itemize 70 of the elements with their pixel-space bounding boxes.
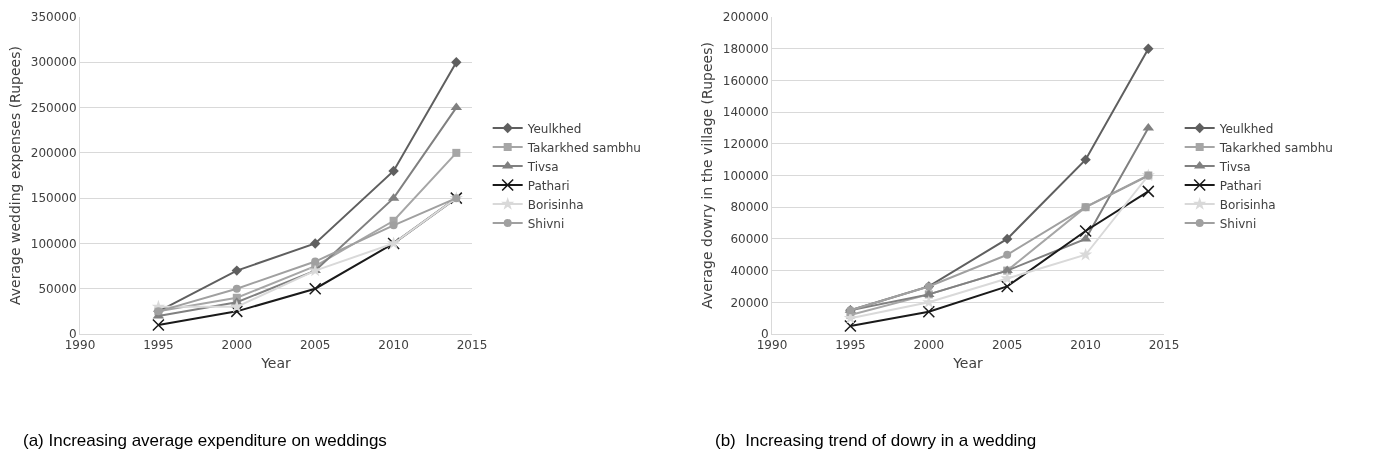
x-axis-title: Year: [260, 354, 292, 371]
point: [922, 305, 936, 319]
y-tick-label: 200000: [30, 146, 77, 161]
legend-label: Pathari: [527, 178, 570, 193]
x-axis-title: Year: [952, 354, 984, 371]
point: [452, 148, 461, 157]
text: (b) Increasing trend of dowry in a wedding: [715, 431, 1037, 450]
legend-label: Takarkhed sambhu: [526, 140, 641, 155]
y-tick-label: 40000: [730, 263, 769, 278]
x-tick-label: 1990: [756, 338, 788, 353]
y-tick-label: 150000: [30, 191, 77, 206]
y-tick-label: 50000: [38, 281, 77, 296]
point: [310, 238, 321, 249]
legend-label: Borisinha: [1219, 197, 1276, 212]
x-tick-label: 2015: [1148, 338, 1180, 353]
point: [1142, 185, 1155, 198]
x-tick-label: 2015: [456, 338, 488, 353]
y-tick-label: 250000: [30, 100, 77, 115]
x-tick-label: 1995: [143, 338, 174, 353]
point: [232, 284, 241, 293]
point: [311, 257, 320, 266]
legend-label: Yeulkhed: [526, 121, 582, 136]
point: [1078, 247, 1093, 261]
point: [152, 318, 165, 332]
point: [1000, 280, 1014, 293]
legend-label: Takarkhed sambhu: [1218, 140, 1333, 155]
y-tick-label: 200000: [722, 10, 769, 25]
y-axis-title: Average dowry in the village (Rupees): [699, 42, 716, 309]
x-tick-label: 1990: [64, 338, 96, 353]
y-tick-label: 100000: [30, 236, 77, 251]
legend-label: Yeulkhed: [1218, 121, 1274, 136]
y-tick-label: 120000: [722, 137, 769, 151]
x-tick-label: 1995: [835, 338, 866, 353]
y-tick-label: 100000: [722, 168, 769, 183]
y-tick-label: 140000: [722, 105, 769, 120]
y-axis-title: Average wedding expenses (Rupees): [7, 46, 24, 305]
x-tick-label: 2005: [299, 338, 331, 353]
point: [230, 305, 244, 318]
point: [230, 299, 244, 313]
point: [844, 319, 857, 333]
legend-label: Borisinha: [527, 197, 584, 212]
point: [389, 221, 398, 230]
x-tick-label: 2000: [221, 338, 253, 353]
x-tick-label: 2005: [991, 338, 1023, 353]
x-tick-label: 2000: [913, 338, 945, 353]
legend-label: Shivni: [527, 216, 565, 231]
legend-label: Tivsa: [1218, 159, 1251, 174]
point: [231, 265, 242, 276]
x-tick-label: 2010: [378, 338, 409, 353]
point: [1000, 271, 1014, 285]
y-tick-label: 300000: [30, 55, 77, 70]
point: [1080, 154, 1091, 165]
legend-label: Shivni: [1219, 216, 1257, 231]
point: [1143, 43, 1154, 54]
y-tick-label: 350000: [30, 10, 77, 25]
point: [451, 57, 462, 68]
point: [1079, 224, 1092, 238]
y-tick-label: 80000: [730, 200, 769, 215]
legend-label: Tivsa: [526, 159, 559, 174]
y-tick-label: 60000: [730, 232, 769, 247]
point: [388, 165, 399, 177]
x-tick-label: 2010: [1070, 338, 1101, 353]
legend-label: Pathari: [1219, 178, 1262, 193]
y-tick-label: 180000: [722, 41, 769, 56]
y-tick-label: 20000: [730, 295, 769, 310]
y-tick-label: 160000: [722, 73, 769, 88]
point: [1003, 250, 1012, 259]
point: [308, 282, 322, 295]
point: [1002, 233, 1013, 245]
text: (a) Increasing average expenditure on weddings: [23, 431, 387, 450]
